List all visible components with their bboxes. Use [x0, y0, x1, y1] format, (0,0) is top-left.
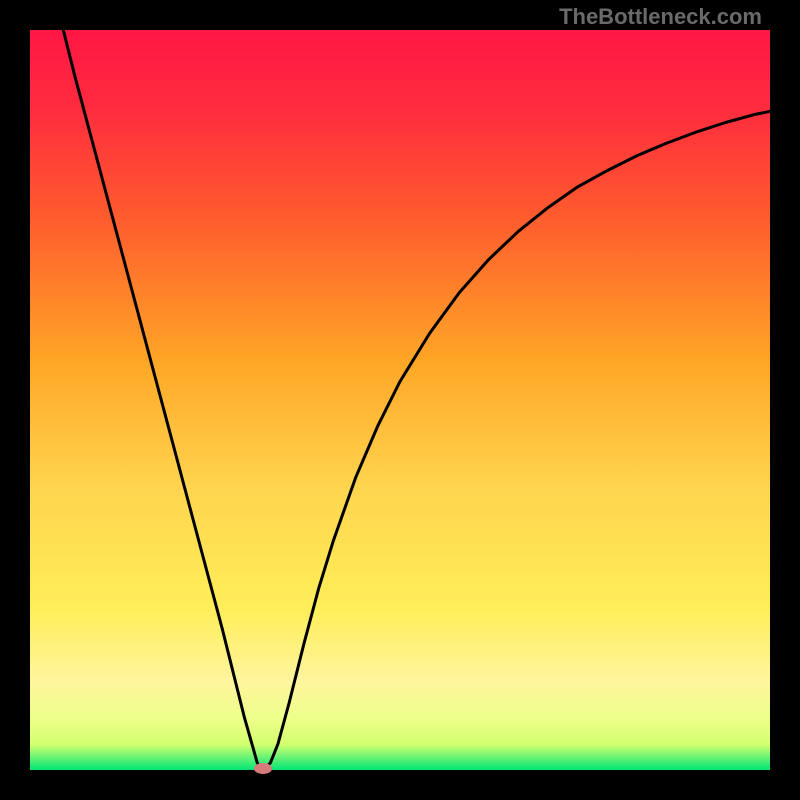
optimum-marker — [254, 763, 273, 774]
curve-svg — [30, 30, 770, 770]
watermark-text: TheBottleneck.com — [559, 4, 762, 30]
bottleneck-curve — [63, 30, 770, 769]
plot-area — [30, 30, 770, 770]
